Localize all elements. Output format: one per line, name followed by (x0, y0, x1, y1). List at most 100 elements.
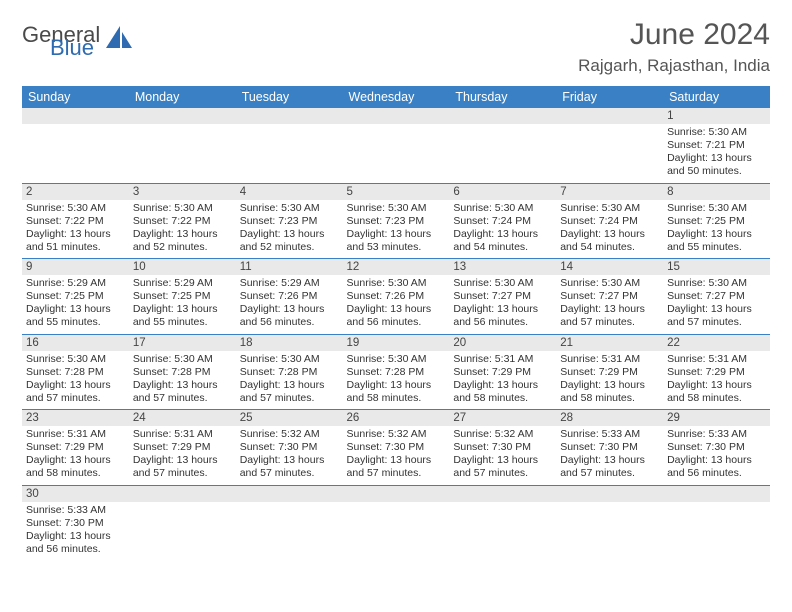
logo: General Blue (22, 26, 132, 58)
daylight-text: Daylight: 13 hours and 58 minutes. (560, 379, 659, 405)
day-body (129, 124, 236, 130)
day-number: 6 (449, 184, 556, 200)
daylight-text: Daylight: 13 hours and 55 minutes. (26, 303, 125, 329)
sunrise-text: Sunrise: 5:30 AM (26, 353, 125, 366)
daylight-text: Daylight: 13 hours and 53 minutes. (347, 228, 446, 254)
day-header: Tuesday (236, 86, 343, 108)
day-cell: 9Sunrise: 5:29 AMSunset: 7:25 PMDaylight… (22, 259, 129, 335)
day-body: Sunrise: 5:31 AMSunset: 7:29 PMDaylight:… (449, 351, 556, 410)
day-header: Thursday (449, 86, 556, 108)
day-cell (129, 108, 236, 183)
sunrise-text: Sunrise: 5:32 AM (240, 428, 339, 441)
day-body: Sunrise: 5:30 AMSunset: 7:28 PMDaylight:… (236, 351, 343, 410)
sunrise-text: Sunrise: 5:31 AM (133, 428, 232, 441)
day-cell: 8Sunrise: 5:30 AMSunset: 7:25 PMDaylight… (663, 183, 770, 259)
daylight-text: Daylight: 13 hours and 56 minutes. (347, 303, 446, 329)
sunrise-text: Sunrise: 5:30 AM (347, 277, 446, 290)
day-body (22, 124, 129, 130)
sunrise-text: Sunrise: 5:31 AM (26, 428, 125, 441)
sunset-text: Sunset: 7:26 PM (240, 290, 339, 303)
day-body: Sunrise: 5:32 AMSunset: 7:30 PMDaylight:… (343, 426, 450, 485)
day-cell: 6Sunrise: 5:30 AMSunset: 7:24 PMDaylight… (449, 183, 556, 259)
sunrise-text: Sunrise: 5:30 AM (667, 277, 766, 290)
day-cell: 13Sunrise: 5:30 AMSunset: 7:27 PMDayligh… (449, 259, 556, 335)
daylight-text: Daylight: 13 hours and 55 minutes. (133, 303, 232, 329)
sunset-text: Sunset: 7:30 PM (347, 441, 446, 454)
day-number (22, 108, 129, 124)
day-cell: 27Sunrise: 5:32 AMSunset: 7:30 PMDayligh… (449, 410, 556, 486)
sunset-text: Sunset: 7:25 PM (26, 290, 125, 303)
day-header: Monday (129, 86, 236, 108)
day-number: 8 (663, 184, 770, 200)
day-body (236, 502, 343, 508)
title-block: June 2024 Rajgarh, Rajasthan, India (578, 18, 770, 76)
logo-text-blue: Blue (50, 39, 100, 58)
day-header: Friday (556, 86, 663, 108)
sunrise-text: Sunrise: 5:32 AM (347, 428, 446, 441)
day-cell: 20Sunrise: 5:31 AMSunset: 7:29 PMDayligh… (449, 334, 556, 410)
sunset-text: Sunset: 7:29 PM (453, 366, 552, 379)
daylight-text: Daylight: 13 hours and 57 minutes. (453, 454, 552, 480)
sunrise-text: Sunrise: 5:30 AM (26, 202, 125, 215)
day-cell: 3Sunrise: 5:30 AMSunset: 7:22 PMDaylight… (129, 183, 236, 259)
day-cell: 18Sunrise: 5:30 AMSunset: 7:28 PMDayligh… (236, 334, 343, 410)
sunset-text: Sunset: 7:25 PM (667, 215, 766, 228)
daylight-text: Daylight: 13 hours and 57 minutes. (560, 303, 659, 329)
day-body: Sunrise: 5:33 AMSunset: 7:30 PMDaylight:… (663, 426, 770, 485)
day-number: 2 (22, 184, 129, 200)
sunset-text: Sunset: 7:28 PM (133, 366, 232, 379)
day-number (343, 486, 450, 502)
day-cell: 22Sunrise: 5:31 AMSunset: 7:29 PMDayligh… (663, 334, 770, 410)
daylight-text: Daylight: 13 hours and 56 minutes. (667, 454, 766, 480)
daylight-text: Daylight: 13 hours and 57 minutes. (667, 303, 766, 329)
day-body: Sunrise: 5:33 AMSunset: 7:30 PMDaylight:… (556, 426, 663, 485)
sunset-text: Sunset: 7:30 PM (240, 441, 339, 454)
day-number (236, 108, 343, 124)
day-cell: 14Sunrise: 5:30 AMSunset: 7:27 PMDayligh… (556, 259, 663, 335)
sunset-text: Sunset: 7:28 PM (240, 366, 339, 379)
day-number: 24 (129, 410, 236, 426)
daylight-text: Daylight: 13 hours and 57 minutes. (133, 379, 232, 405)
day-body: Sunrise: 5:30 AMSunset: 7:24 PMDaylight:… (449, 200, 556, 259)
day-number (449, 108, 556, 124)
daylight-text: Daylight: 13 hours and 51 minutes. (26, 228, 125, 254)
daylight-text: Daylight: 13 hours and 55 minutes. (667, 228, 766, 254)
sunset-text: Sunset: 7:21 PM (667, 139, 766, 152)
day-cell: 29Sunrise: 5:33 AMSunset: 7:30 PMDayligh… (663, 410, 770, 486)
sunrise-text: Sunrise: 5:30 AM (347, 202, 446, 215)
day-number: 3 (129, 184, 236, 200)
daylight-text: Daylight: 13 hours and 57 minutes. (560, 454, 659, 480)
sunset-text: Sunset: 7:23 PM (347, 215, 446, 228)
day-number: 19 (343, 335, 450, 351)
day-cell: 26Sunrise: 5:32 AMSunset: 7:30 PMDayligh… (343, 410, 450, 486)
daylight-text: Daylight: 13 hours and 54 minutes. (560, 228, 659, 254)
sunset-text: Sunset: 7:30 PM (453, 441, 552, 454)
day-cell (236, 485, 343, 560)
day-header-row: SundayMondayTuesdayWednesdayThursdayFrid… (22, 86, 770, 108)
sunrise-text: Sunrise: 5:32 AM (453, 428, 552, 441)
day-cell: 25Sunrise: 5:32 AMSunset: 7:30 PMDayligh… (236, 410, 343, 486)
day-cell: 7Sunrise: 5:30 AMSunset: 7:24 PMDaylight… (556, 183, 663, 259)
sunrise-text: Sunrise: 5:30 AM (347, 353, 446, 366)
day-number: 14 (556, 259, 663, 275)
day-body: Sunrise: 5:30 AMSunset: 7:22 PMDaylight:… (22, 200, 129, 259)
sunset-text: Sunset: 7:27 PM (667, 290, 766, 303)
sunrise-text: Sunrise: 5:31 AM (560, 353, 659, 366)
week-row: 30Sunrise: 5:33 AMSunset: 7:30 PMDayligh… (22, 485, 770, 560)
day-cell: 2Sunrise: 5:30 AMSunset: 7:22 PMDaylight… (22, 183, 129, 259)
sunset-text: Sunset: 7:29 PM (667, 366, 766, 379)
day-body (236, 124, 343, 130)
sunrise-text: Sunrise: 5:30 AM (133, 353, 232, 366)
day-cell: 17Sunrise: 5:30 AMSunset: 7:28 PMDayligh… (129, 334, 236, 410)
day-number (343, 108, 450, 124)
day-cell: 24Sunrise: 5:31 AMSunset: 7:29 PMDayligh… (129, 410, 236, 486)
day-body: Sunrise: 5:30 AMSunset: 7:28 PMDaylight:… (22, 351, 129, 410)
day-body: Sunrise: 5:30 AMSunset: 7:28 PMDaylight:… (129, 351, 236, 410)
day-number (663, 486, 770, 502)
day-body: Sunrise: 5:29 AMSunset: 7:25 PMDaylight:… (129, 275, 236, 334)
day-cell: 11Sunrise: 5:29 AMSunset: 7:26 PMDayligh… (236, 259, 343, 335)
day-number (236, 486, 343, 502)
sunset-text: Sunset: 7:25 PM (133, 290, 232, 303)
day-body: Sunrise: 5:31 AMSunset: 7:29 PMDaylight:… (663, 351, 770, 410)
day-cell (449, 108, 556, 183)
